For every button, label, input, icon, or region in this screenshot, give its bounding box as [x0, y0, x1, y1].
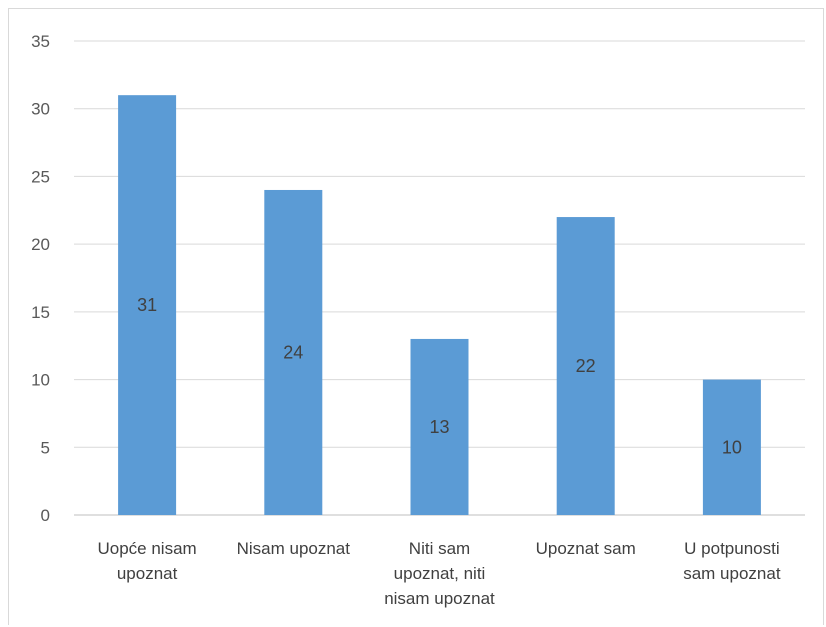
- data-label: 24: [283, 342, 303, 362]
- bar: [118, 95, 177, 516]
- y-tick-label: 5: [41, 438, 50, 457]
- data-label: 22: [576, 356, 596, 376]
- y-tick-label: 10: [31, 371, 50, 390]
- y-tick-label: 15: [31, 303, 50, 322]
- y-tick-label: 30: [31, 100, 50, 119]
- y-tick-label: 35: [31, 32, 50, 51]
- x-category-label: U potpunosti sam upoznat: [683, 539, 781, 583]
- y-tick-label: 25: [31, 167, 50, 186]
- x-category-label: Upoznat sam: [536, 539, 636, 558]
- data-label: 13: [429, 417, 449, 437]
- x-category-label: Uopće nisam upoznat: [97, 539, 196, 583]
- bar: [410, 338, 469, 515]
- x-category-label: Nisam upoznat: [237, 539, 351, 558]
- data-label: 31: [137, 295, 157, 315]
- bar: [556, 217, 615, 516]
- data-label: 10: [722, 437, 742, 457]
- y-tick-label: 20: [31, 235, 50, 254]
- x-category-label: Niti sam upoznat, niti nisam upoznat: [384, 539, 495, 608]
- bar: [702, 379, 761, 515]
- y-tick-label: 0: [41, 506, 50, 525]
- bar: [264, 189, 323, 515]
